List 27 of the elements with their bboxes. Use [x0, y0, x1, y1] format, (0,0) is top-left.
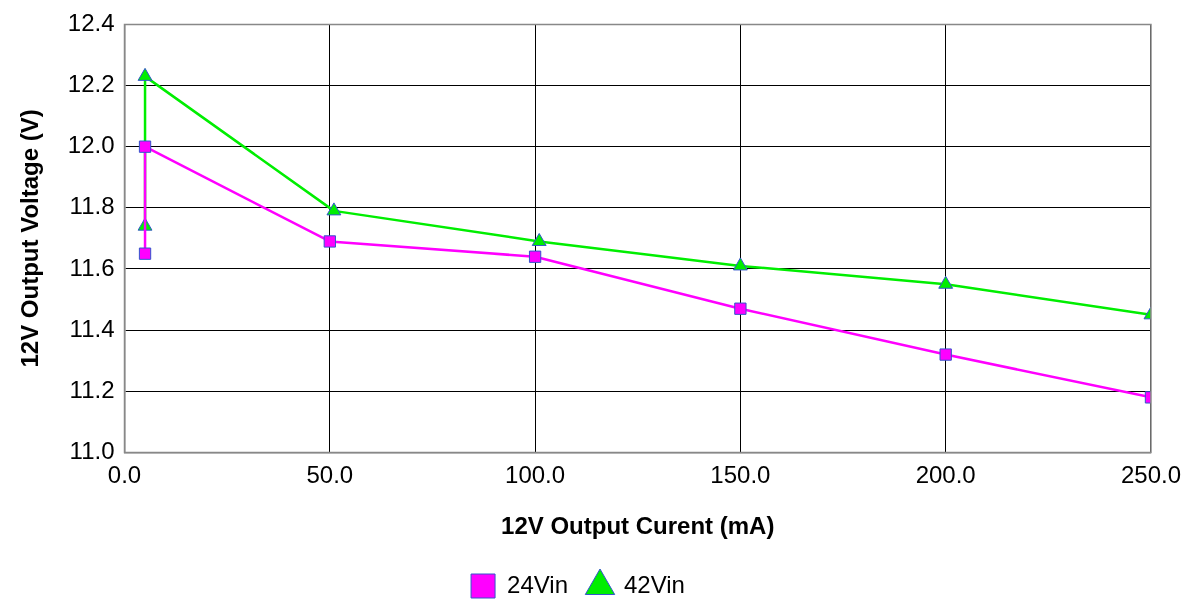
y-tick-label: 11.8 [69, 192, 115, 220]
x-tick-label: 250.0 [1120, 461, 1181, 489]
point [138, 247, 152, 260]
y-tick-label: 11.6 [69, 253, 115, 281]
legend-label: 42Vin [624, 570, 685, 598]
y-tick-label: 12.0 [67, 131, 115, 159]
x-tick-label: 100.0 [505, 461, 566, 489]
point [326, 202, 342, 216]
point [734, 302, 747, 315]
point [528, 250, 542, 263]
y-tick-label: 12.4 [67, 9, 115, 37]
point [732, 257, 748, 271]
x-tick-label: 50.0 [306, 461, 354, 489]
x-axis-title: 12V Output Curent (mA) [501, 512, 775, 540]
point [137, 67, 153, 81]
point [323, 235, 336, 248]
point [939, 348, 952, 361]
point [938, 275, 954, 289]
y-tick-label: 11.4 [69, 314, 115, 342]
y-tick-label: 12.2 [67, 70, 115, 98]
legend-label: 24Vin [507, 570, 568, 598]
x-tick-label: 200.0 [915, 461, 976, 489]
y-tick-label: 11.2 [69, 375, 115, 403]
point [138, 140, 152, 153]
y-axis-title: 12V Output Voltage (V) [16, 109, 44, 368]
point [531, 232, 547, 246]
x-tick-label: 150.0 [710, 461, 771, 489]
